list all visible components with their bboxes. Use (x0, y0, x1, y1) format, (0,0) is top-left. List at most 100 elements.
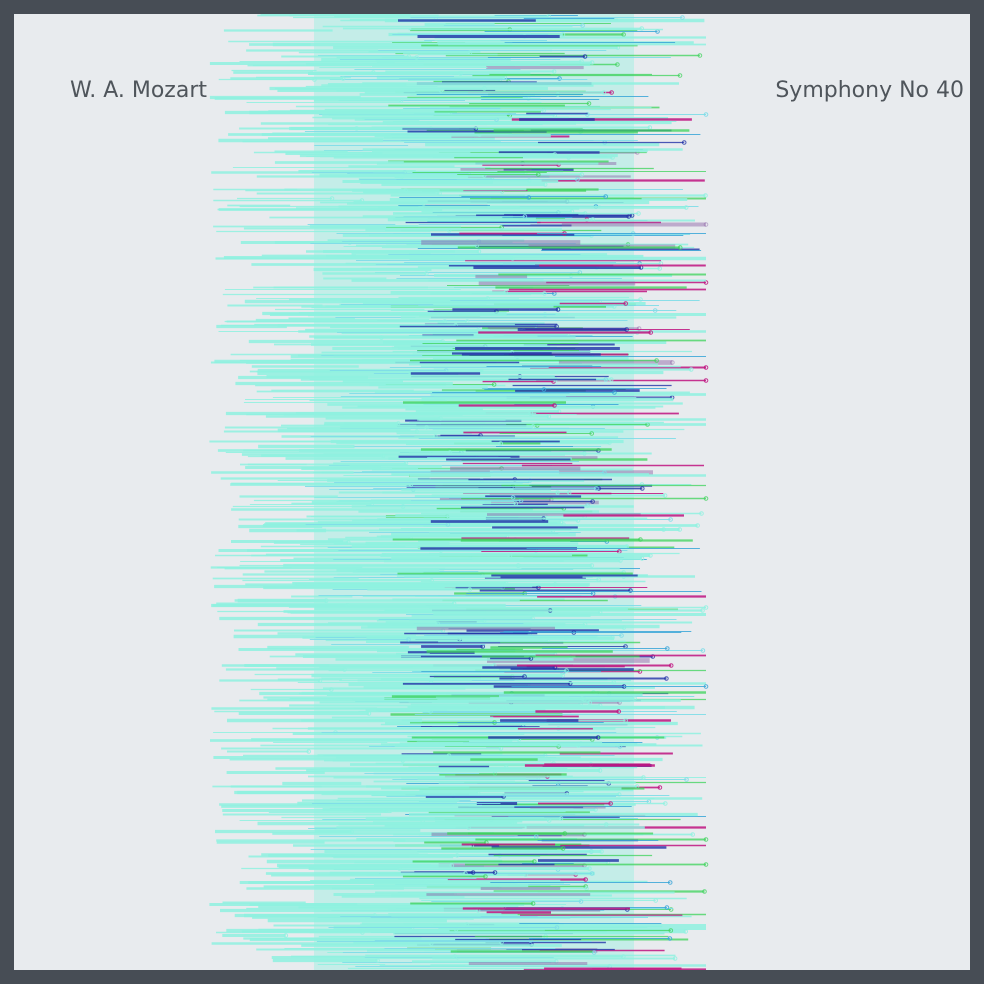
note-dot (522, 674, 527, 679)
note-dot (608, 801, 613, 806)
note-dot (555, 490, 560, 495)
note-dot (458, 71, 463, 76)
note-dot (677, 527, 683, 532)
note-dot (283, 933, 289, 938)
note-dot (594, 486, 599, 491)
note-dot (567, 490, 572, 495)
note-dot (695, 523, 700, 528)
note-dot (599, 849, 604, 854)
note-dot (597, 768, 603, 773)
note-dot (596, 486, 602, 491)
note-dot (587, 700, 593, 705)
note-dot (699, 511, 704, 516)
note-dot (615, 62, 620, 67)
note-dot (551, 69, 557, 74)
note-dot (400, 758, 406, 763)
note-dot (672, 956, 678, 961)
note-dot (492, 870, 498, 875)
note-dot (665, 646, 670, 651)
note-visualization (209, 14, 709, 970)
note-dot (555, 307, 561, 312)
note-dot (575, 177, 580, 182)
note-dot (454, 853, 460, 858)
note-dot (530, 424, 536, 429)
note-dot (702, 889, 707, 894)
note-dot (474, 243, 480, 248)
note-dot (532, 859, 537, 864)
note-dot (641, 775, 646, 780)
note-dot (435, 621, 440, 626)
note-dot (553, 959, 559, 964)
note-dot (688, 367, 694, 372)
note-dot (639, 26, 645, 31)
note-dot (611, 680, 617, 685)
note-dot (557, 76, 562, 81)
note-dot (639, 556, 645, 561)
note-dot (624, 327, 629, 332)
note-dot (647, 125, 653, 130)
note-dot (534, 834, 539, 839)
note-dot (667, 936, 673, 941)
note-dot (700, 648, 706, 653)
note-dot (589, 431, 595, 436)
note-dot (703, 862, 709, 867)
note-dot (398, 109, 404, 114)
note-dot (683, 205, 689, 210)
note-dot (579, 696, 585, 701)
note-dot (349, 829, 354, 834)
note-dot (586, 101, 592, 106)
note-dot (579, 172, 585, 177)
note-dot (421, 201, 427, 206)
note-dot (475, 706, 481, 711)
note-dot (703, 193, 708, 198)
note-dot (554, 324, 559, 329)
note-dot (616, 792, 622, 797)
note-dot (700, 608, 705, 613)
note-dot (526, 195, 532, 200)
note-dot (589, 563, 595, 568)
note-dot (601, 90, 607, 95)
note-dot (596, 577, 601, 582)
note-dot (340, 76, 346, 81)
note-dot (560, 673, 566, 678)
note-lines (209, 14, 709, 970)
note-dot (703, 684, 709, 689)
note-dot (668, 663, 674, 668)
note-dot (593, 807, 598, 812)
note-dot (394, 542, 399, 547)
note-dot (424, 271, 429, 276)
note-dot (578, 899, 584, 904)
note-dot (482, 86, 487, 91)
note-dot (463, 871, 468, 876)
note-dot (541, 108, 547, 113)
note-dot (483, 874, 488, 879)
note-dot (447, 450, 453, 455)
note-dot (583, 877, 588, 882)
artwork-canvas: W. A. Mozart Symphony No 40 (14, 14, 970, 970)
note-dot (697, 53, 703, 58)
note-dot (640, 486, 645, 491)
note-dot (558, 816, 564, 821)
note-dot (467, 587, 473, 592)
note-dot (541, 387, 547, 392)
note-dot (670, 360, 675, 365)
note-dot (589, 60, 595, 65)
note-dot (542, 291, 547, 296)
note-dot (449, 863, 455, 868)
note-dot (703, 222, 709, 227)
composer-label: W. A. Mozart (70, 78, 208, 103)
note-dot (636, 211, 641, 216)
note-dot (662, 493, 668, 498)
note-dot (414, 429, 420, 434)
note-dot (609, 90, 614, 95)
note-dot (428, 709, 433, 714)
note-dot (491, 382, 497, 387)
note-dot (567, 681, 573, 686)
note-dot (414, 55, 419, 60)
note-dot (664, 905, 670, 910)
note-dot (657, 785, 663, 790)
note-dot (398, 98, 404, 103)
note-dot (668, 928, 674, 933)
note-dot (657, 266, 663, 271)
